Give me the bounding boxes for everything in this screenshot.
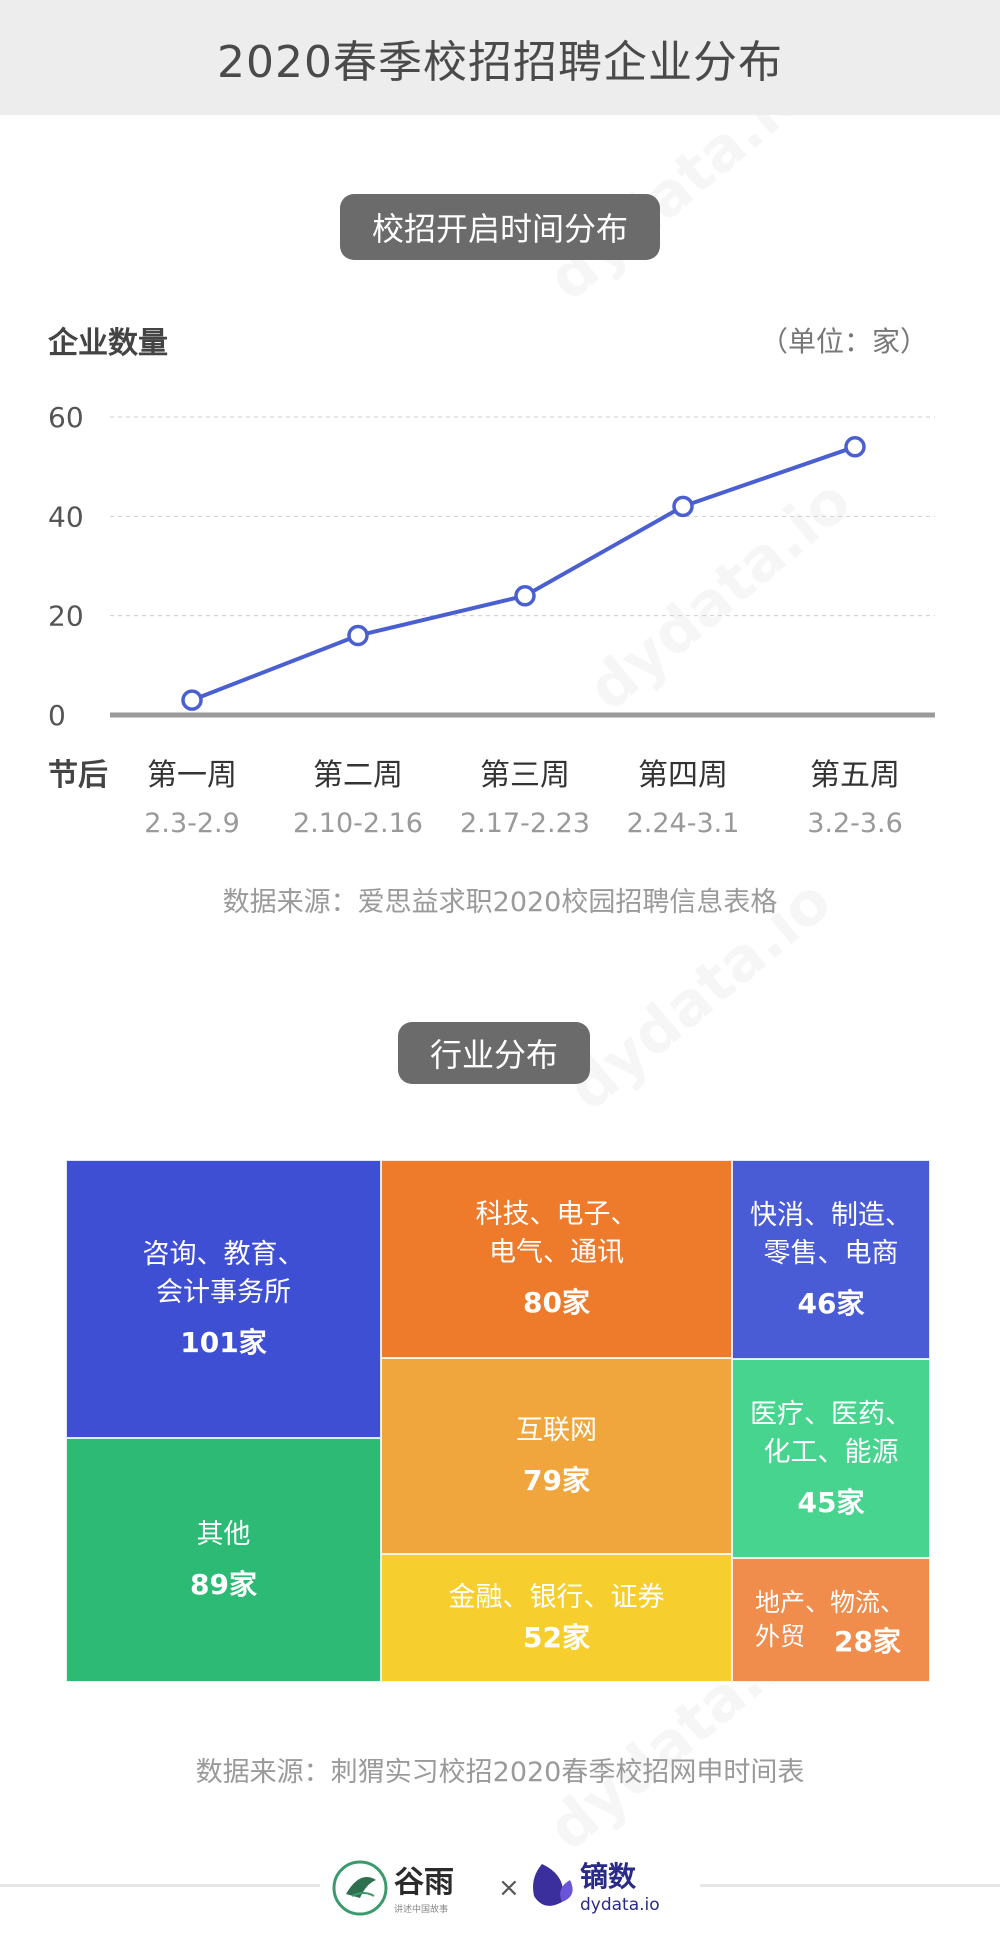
treemap-tile-fmcg: 快消、制造、 零售、电商 46家 xyxy=(732,1160,930,1359)
data-point xyxy=(514,585,536,607)
x-date-range-label: 2.3-2.9 xyxy=(144,808,240,839)
brand2-name: 镝数 xyxy=(580,1860,637,1893)
brand1-name: 谷雨 xyxy=(394,1865,454,1900)
section-title-timing: 校招开启时间分布 xyxy=(340,194,660,260)
tile-value: 46家 xyxy=(797,1286,865,1320)
footer-divider-left xyxy=(0,1884,320,1887)
treemap-tile-other: 其他 89家 xyxy=(66,1438,381,1682)
treemap-tile-internet: 互联网 79家 xyxy=(381,1358,732,1554)
tile-value: 28家 xyxy=(834,1625,901,1658)
x-tick-label: 第五周 xyxy=(810,758,900,793)
y-axis-title: 企业数量 xyxy=(48,326,168,361)
tile-label: 地产、物流、 外贸 xyxy=(755,1588,906,1651)
series-line xyxy=(191,444,856,702)
x-tick-label: 第四周 xyxy=(638,758,728,793)
dydata-logo: 镝数 dydata.io xyxy=(533,1860,660,1915)
line-chart-source: 数据来源：爱思益求职2020校园招聘信息表格 xyxy=(222,887,778,918)
tile-value: 45家 xyxy=(797,1485,865,1519)
x-tick-label: 第二周 xyxy=(313,758,403,793)
guyu-logo: 谷雨 讲述中国故事 xyxy=(332,1860,454,1916)
x-date-range-label: 3.2-3.6 xyxy=(807,808,903,839)
x-date-range-label: 2.10-2.16 xyxy=(293,808,423,839)
x-tick-label: 第一周 xyxy=(147,758,237,793)
brand1-sub: 讲述中国故事 xyxy=(394,1903,448,1915)
tile-label: 金融、银行、证券 xyxy=(448,1582,665,1613)
treemap-tile-finance: 金融、银行、证券 52家 xyxy=(381,1554,732,1682)
unit-label: （单位：家） xyxy=(759,325,928,358)
times-icon: × xyxy=(498,1873,520,1903)
section-title-industry: 行业分布 xyxy=(398,1022,590,1084)
tile-value: 52家 xyxy=(523,1621,590,1654)
tile-value: 80家 xyxy=(523,1286,590,1319)
treemap-tile-medical: 医疗、医药、 化工、能源 45家 xyxy=(732,1359,930,1558)
tile-label: 快消、制造、 零售、电商 xyxy=(750,1199,912,1269)
page-title: 2020春季校招招聘企业分布 xyxy=(217,36,783,88)
line-chart: 0 20 40 60 节后 第一周 2.3-2.9 第二周 2.10-2.16 第三周 2.17-2… xyxy=(48,401,935,839)
treemap-tile-realestate: 地产、物流、 外贸 28家 xyxy=(732,1558,930,1682)
footer-logos: 谷雨 讲述中国故事 × 镝数 dydata.io xyxy=(332,1860,660,1916)
x-tick-label: 第三周 xyxy=(480,758,570,793)
tile-value: 101家 xyxy=(180,1326,267,1359)
y-tick-label: 40 xyxy=(48,500,84,533)
tile-label: 咨询、教育、 会计事务所 xyxy=(142,1239,305,1308)
tile-label: 医疗、医药、 化工、能源 xyxy=(750,1398,912,1468)
treemap-tile-consulting: 咨询、教育、 会计事务所 101家 xyxy=(66,1160,381,1438)
tile-label: 其他 xyxy=(196,1519,251,1550)
tile-label: 互联网 xyxy=(516,1415,597,1446)
data-point xyxy=(347,624,369,647)
treemap-tile-tech: 科技、电子、 电气、通讯 80家 xyxy=(381,1160,732,1358)
x-date-range-label: 2.24-3.1 xyxy=(627,808,740,839)
data-point xyxy=(181,689,203,711)
tile-label: 科技、电子、 电气、通讯 xyxy=(475,1199,638,1268)
y-tick-label: 20 xyxy=(48,600,84,633)
y-tick-label: 0 xyxy=(48,699,66,732)
y-tick-label: 60 xyxy=(48,401,84,434)
footer-divider-right xyxy=(700,1884,1000,1887)
treemap-source: 数据来源：刺猬实习校招2020春季校招网申时间表 xyxy=(195,1757,805,1788)
page-header: 2020春季校招招聘企业分布 xyxy=(0,0,1000,115)
brand2-sub: dydata.io xyxy=(580,1895,660,1915)
x-date-range-label: 2.17-2.23 xyxy=(460,808,590,839)
data-point xyxy=(844,436,866,458)
tile-value: 89家 xyxy=(190,1568,257,1601)
data-point xyxy=(672,495,694,518)
x-row-label: 节后 xyxy=(48,758,108,793)
tile-value: 79家 xyxy=(523,1464,590,1497)
